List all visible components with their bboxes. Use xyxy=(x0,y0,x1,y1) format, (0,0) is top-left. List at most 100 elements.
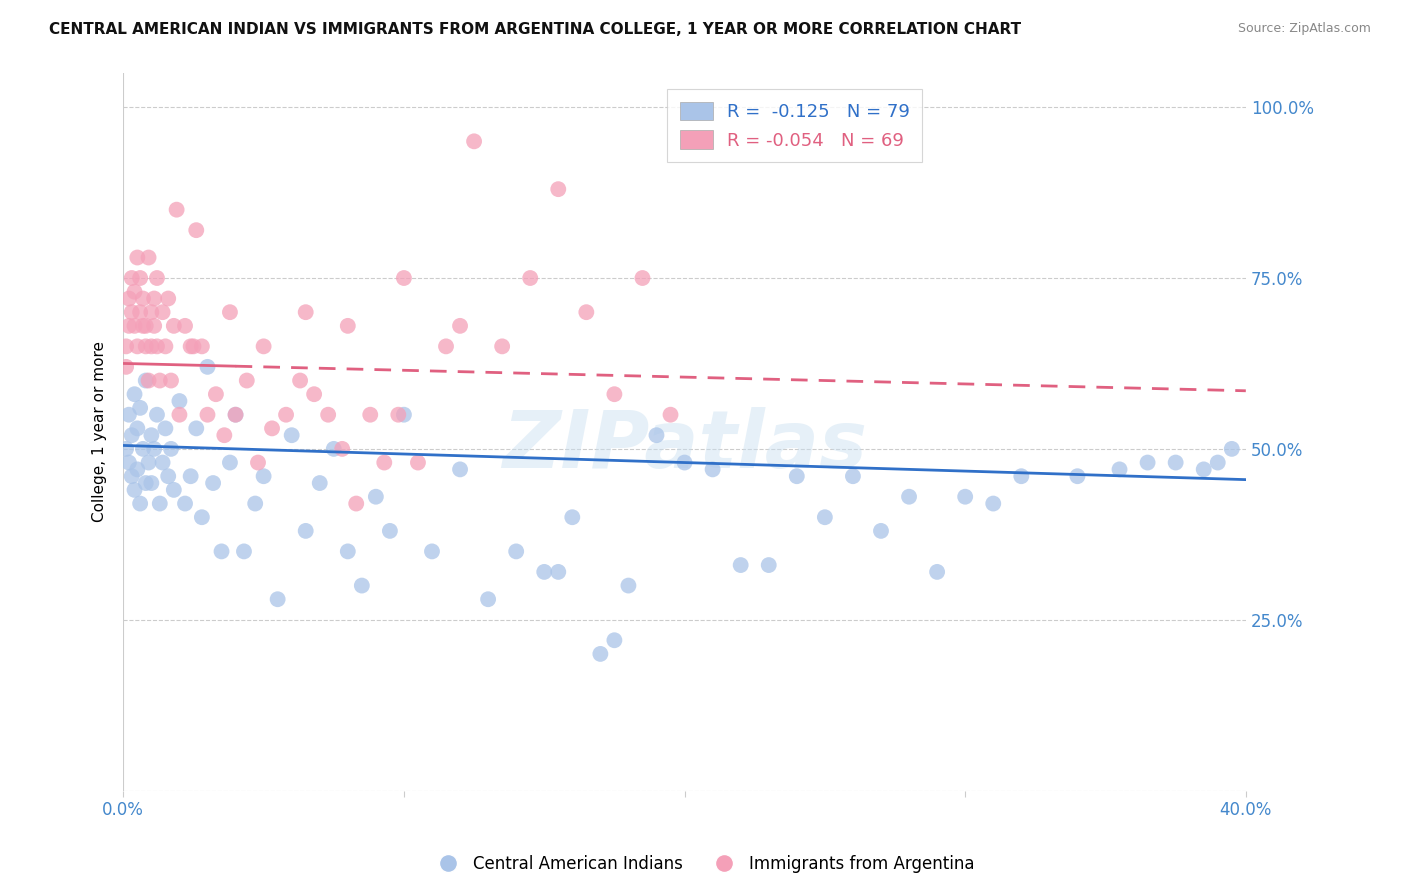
Point xyxy=(233,544,256,558)
Point xyxy=(392,408,415,422)
Point xyxy=(1220,442,1243,456)
Point xyxy=(174,497,197,511)
Point xyxy=(166,202,188,217)
Point xyxy=(135,476,157,491)
Point xyxy=(121,428,143,442)
Point xyxy=(359,408,381,422)
Point xyxy=(505,544,527,558)
Point xyxy=(129,305,152,319)
Point xyxy=(141,476,163,491)
Point xyxy=(160,442,183,456)
Point xyxy=(118,408,141,422)
Point xyxy=(387,408,409,422)
Point xyxy=(124,318,146,333)
Point xyxy=(1164,456,1187,470)
Point xyxy=(330,442,353,456)
Point xyxy=(373,456,395,470)
Point xyxy=(953,490,976,504)
Point xyxy=(138,374,160,388)
Point xyxy=(533,565,555,579)
Point xyxy=(547,565,569,579)
Point xyxy=(364,490,387,504)
Point xyxy=(603,387,626,401)
Point xyxy=(132,442,155,456)
Point xyxy=(157,469,180,483)
Point xyxy=(645,428,668,442)
Point xyxy=(617,578,640,592)
Point xyxy=(121,469,143,483)
Point xyxy=(1192,462,1215,476)
Point xyxy=(252,469,274,483)
Point xyxy=(225,408,247,422)
Point xyxy=(1206,456,1229,470)
Point xyxy=(219,456,242,470)
Point xyxy=(138,251,160,265)
Point xyxy=(842,469,865,483)
Point xyxy=(659,408,682,422)
Point xyxy=(135,374,157,388)
Point xyxy=(1066,469,1088,483)
Point xyxy=(547,182,569,196)
Point xyxy=(180,469,202,483)
Point xyxy=(350,578,373,592)
Point xyxy=(135,339,157,353)
Point xyxy=(266,592,288,607)
Point xyxy=(491,339,513,353)
Point xyxy=(214,428,236,442)
Point xyxy=(344,497,367,511)
Point xyxy=(132,318,155,333)
Point xyxy=(146,339,169,353)
Point xyxy=(121,305,143,319)
Point xyxy=(124,483,146,497)
Point xyxy=(124,285,146,299)
Text: CENTRAL AMERICAN INDIAN VS IMMIGRANTS FROM ARGENTINA COLLEGE, 1 YEAR OR MORE COR: CENTRAL AMERICAN INDIAN VS IMMIGRANTS FR… xyxy=(49,22,1021,37)
Point xyxy=(336,544,359,558)
Point xyxy=(127,339,149,353)
Text: Source: ZipAtlas.com: Source: ZipAtlas.com xyxy=(1237,22,1371,36)
Point xyxy=(236,374,259,388)
Point xyxy=(163,318,186,333)
Point xyxy=(152,456,174,470)
Point xyxy=(146,408,169,422)
Point xyxy=(219,305,242,319)
Point xyxy=(260,421,283,435)
Point xyxy=(211,544,233,558)
Point xyxy=(575,305,598,319)
Point xyxy=(1108,462,1130,476)
Point xyxy=(252,339,274,353)
Point xyxy=(673,456,696,470)
Point xyxy=(174,318,197,333)
Point xyxy=(143,292,166,306)
Point xyxy=(118,318,141,333)
Point xyxy=(561,510,583,524)
Point xyxy=(245,497,267,511)
Point xyxy=(197,359,219,374)
Point xyxy=(143,442,166,456)
Point xyxy=(155,421,177,435)
Point xyxy=(197,408,219,422)
Point xyxy=(898,490,921,504)
Point xyxy=(146,271,169,285)
Point xyxy=(870,524,893,538)
Point xyxy=(183,339,205,353)
Point xyxy=(118,456,141,470)
Point xyxy=(157,292,180,306)
Point xyxy=(143,318,166,333)
Point xyxy=(160,374,183,388)
Point xyxy=(406,456,429,470)
Point xyxy=(302,387,325,401)
Point xyxy=(129,497,152,511)
Point xyxy=(280,428,302,442)
Point xyxy=(336,318,359,333)
Point xyxy=(225,408,247,422)
Point xyxy=(730,558,752,572)
Point xyxy=(163,483,186,497)
Point xyxy=(294,305,316,319)
Point xyxy=(202,476,225,491)
Point xyxy=(392,271,415,285)
Point xyxy=(149,374,172,388)
Legend: R =  -0.125   N = 79, R = -0.054   N = 69: R = -0.125 N = 79, R = -0.054 N = 69 xyxy=(668,89,922,162)
Point xyxy=(247,456,270,470)
Point xyxy=(702,462,724,476)
Point xyxy=(434,339,457,353)
